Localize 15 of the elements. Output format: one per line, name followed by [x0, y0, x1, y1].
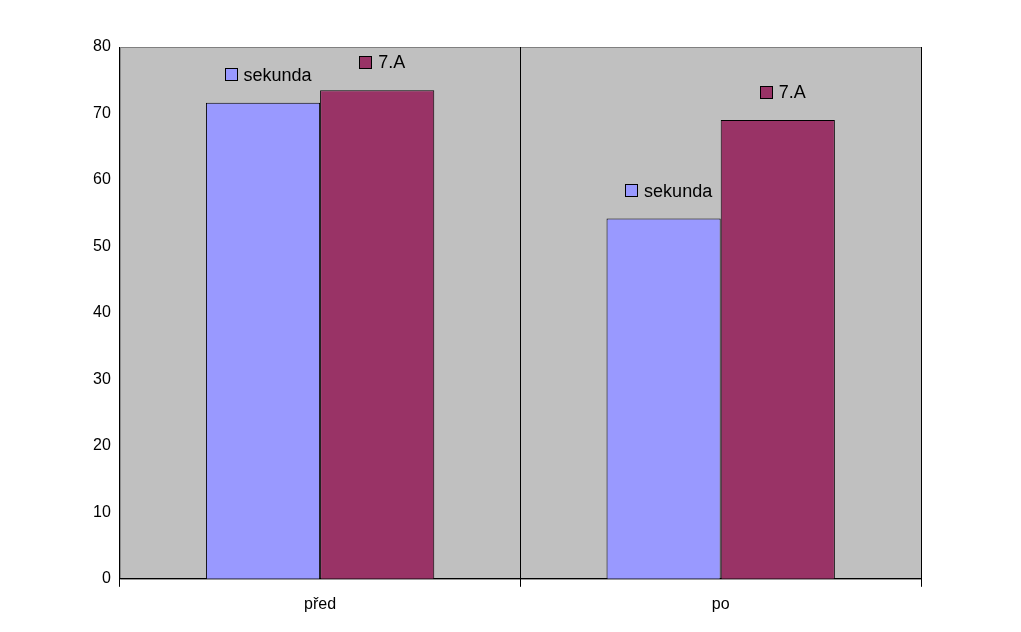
y-tick-label: 30: [93, 369, 111, 387]
y-tick-label: 60: [93, 170, 111, 188]
text: sekunda: [243, 64, 312, 85]
y-tick-label: 70: [93, 103, 111, 121]
x-tick-label: po: [711, 594, 730, 612]
y-tick-label: 0: [101, 569, 111, 587]
legend-label: sekunda: [644, 180, 713, 201]
y-tick-label: 20: [93, 436, 111, 454]
x-tick-label: před: [304, 594, 337, 612]
y-tick-label: 80: [93, 37, 111, 55]
y-tick-label: 50: [93, 236, 111, 254]
legend-label: 7.A: [778, 82, 806, 103]
text: 7.A: [378, 52, 406, 73]
y-tick-label: 10: [93, 502, 111, 520]
y-tick-label: 40: [93, 303, 111, 321]
